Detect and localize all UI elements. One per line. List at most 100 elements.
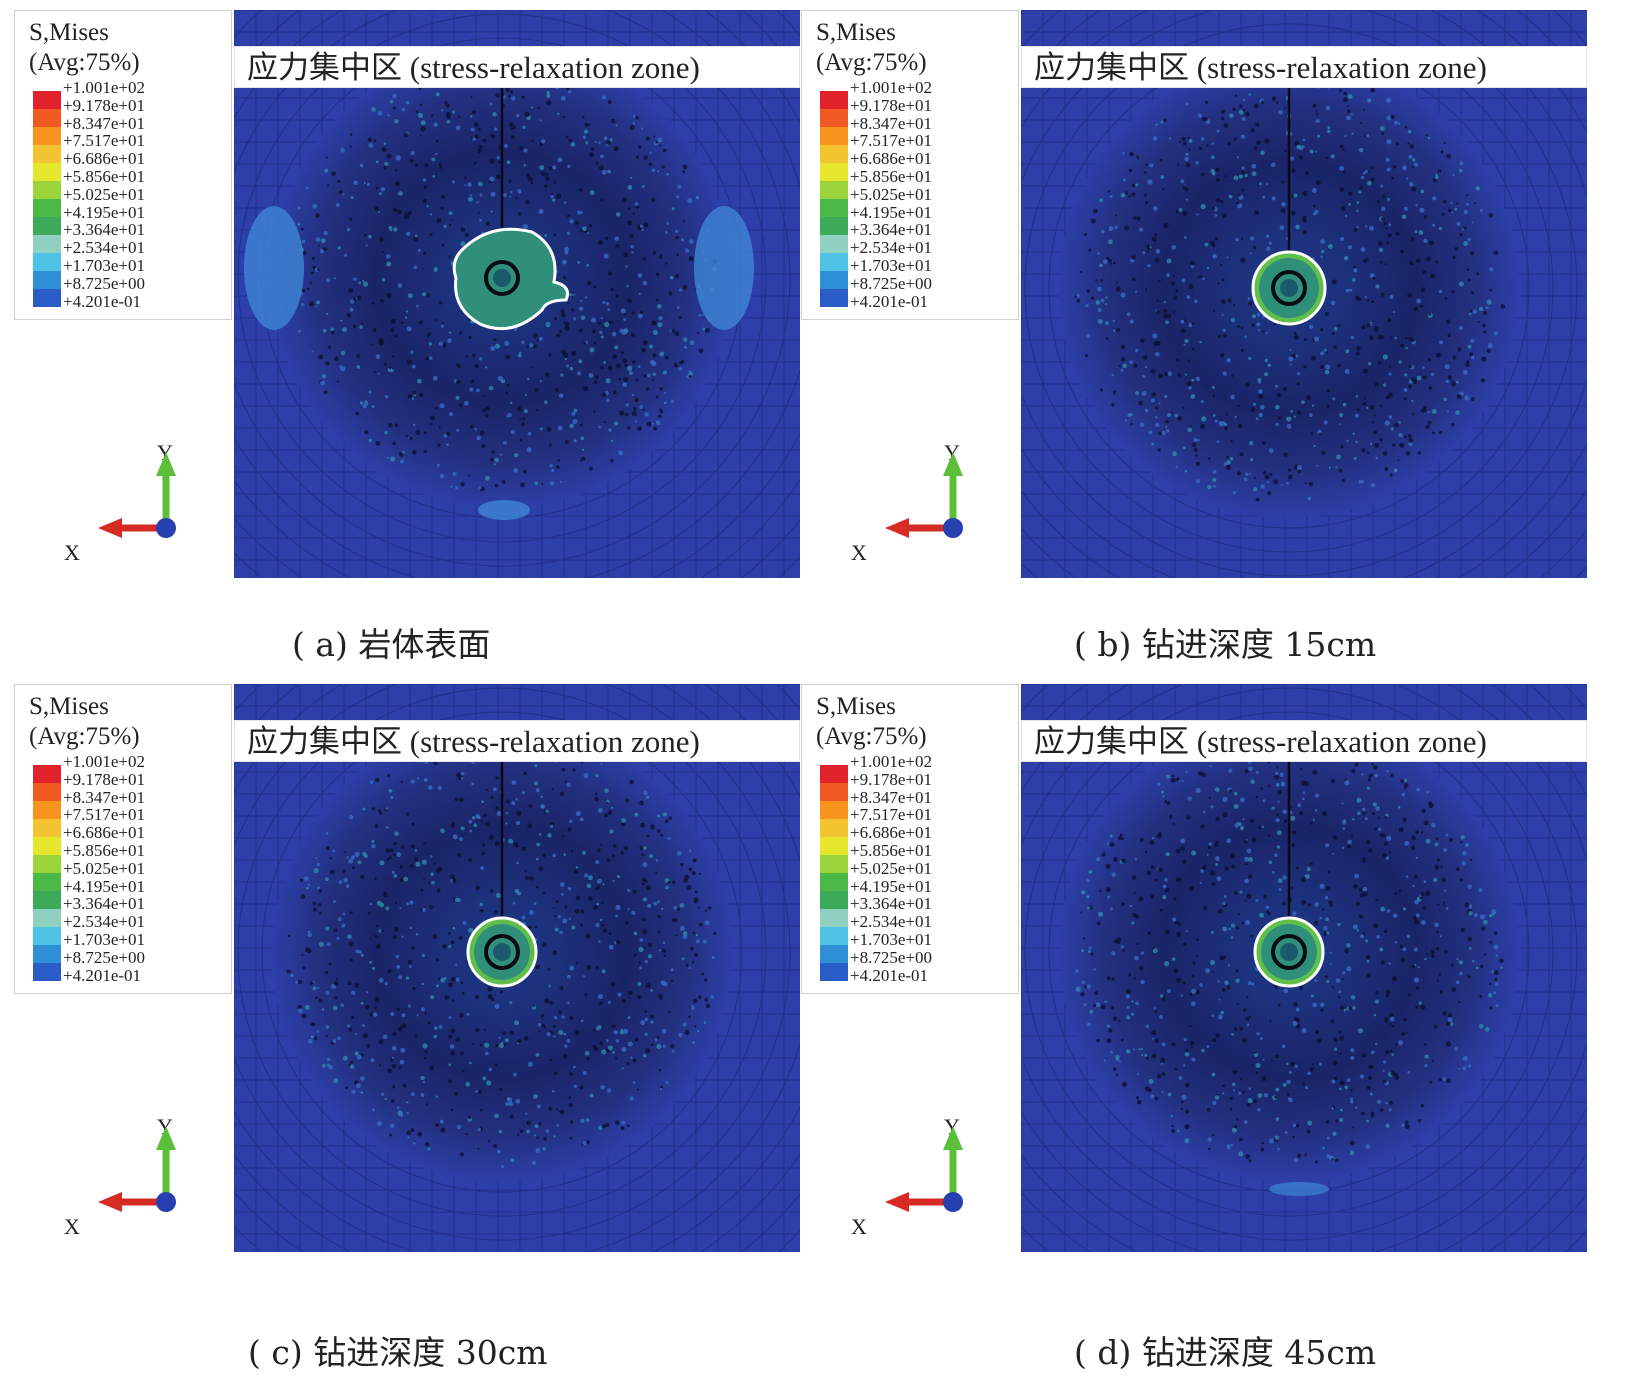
legend-color-bar (820, 91, 848, 307)
z-axis-dot (943, 1192, 963, 1212)
axis-y-label: Y (944, 1114, 960, 1139)
legend-tick-label: +3.364e+01 (850, 894, 932, 914)
triad-area (14, 320, 232, 578)
legend-tick-label: +1.703e+01 (850, 929, 932, 949)
triad-area (801, 994, 1019, 1252)
legend-title: S,Mises (29, 19, 109, 46)
borehole-center (493, 269, 511, 287)
legend-title: S,Mises (816, 693, 896, 720)
z-axis-dot (156, 518, 176, 538)
legend-swatch (820, 873, 848, 891)
axis-y-label: Y (944, 440, 960, 465)
legend-tick-label: +4.201e-01 (850, 291, 929, 311)
y-axis-arrow-head (156, 452, 176, 476)
mesh-speckle (291, 66, 718, 492)
axis-triad-icon (885, 1126, 963, 1212)
legend-tick-label: +8.347e+01 (850, 787, 932, 807)
legend-tick-label: +2.534e+01 (63, 238, 145, 258)
axis-x-label: X (851, 1214, 867, 1239)
panel-b: S,Mises (Avg:75%) +1.001e+02 +9.178e+01 +8… (801, 10, 1587, 578)
zone-label: 应力集中区 (stress-relaxation zone) (1021, 46, 1587, 88)
legend-tick-label: +5.856e+01 (850, 840, 932, 860)
legend-swatch (33, 765, 61, 783)
axis-triad-icon (885, 452, 963, 538)
legend-swatch (33, 801, 61, 819)
z-axis-dot (943, 518, 963, 538)
legend-swatch (33, 855, 61, 873)
legend-swatch (33, 181, 61, 199)
legend-swatch (820, 199, 848, 217)
legend-panel: S,Mises (Avg:75%) +1.001e+02 +9.178e+01 +8… (14, 10, 232, 320)
legend-tick-label: +1.703e+01 (63, 929, 145, 949)
legend-swatch (33, 199, 61, 217)
legend-swatch (33, 873, 61, 891)
legend-color-bar (820, 765, 848, 981)
legend-swatch (820, 801, 848, 819)
x-axis-arrow-head (885, 1192, 909, 1212)
legend-tick-label: +9.178e+01 (63, 769, 145, 789)
legend-swatch (33, 109, 61, 127)
legend-tick-label: +2.534e+01 (850, 912, 932, 932)
axis-y-label: Y (157, 440, 173, 465)
panel-c: S,Mises (Avg:75%) +1.001e+02 +9.178e+01 +8… (14, 684, 800, 1252)
legend-tick-label: +8.725e+00 (63, 947, 145, 967)
axis-x-label: X (851, 540, 867, 565)
legend-tick-label: +9.178e+01 (63, 95, 145, 115)
legend-tick-label: +1.001e+02 (850, 752, 932, 771)
y-axis-arrow-head (943, 452, 963, 476)
legend-tick-label: +8.347e+01 (63, 113, 145, 133)
panel-a: S,Mises (Avg:75%) +1.001e+02 +9.178e+01 +8… (14, 10, 800, 578)
legend-ticks: +1.001e+02 +9.178e+01 +8.347e+01 +7.517e+01… (850, 79, 932, 310)
x-axis-arrow-head (98, 1192, 122, 1212)
legend-swatch (33, 909, 61, 927)
borehole-icon (484, 260, 520, 296)
axis-triad-icon (98, 452, 176, 538)
side-stress-blob (694, 206, 754, 330)
legend-tick-label: +1.001e+02 (850, 78, 932, 97)
legend-panel: S,Mises (Avg:75%) +1.001e+02 +9.178e+01 +8… (801, 684, 1019, 994)
legend-tick-label: +4.195e+01 (63, 876, 145, 896)
legend-tick-label: +8.347e+01 (850, 113, 932, 133)
caption-c: ( c) 钻进深度 30cm (248, 1333, 548, 1372)
triad-area (801, 320, 1019, 578)
legend-tick-label: +7.517e+01 (63, 131, 145, 151)
borehole-icon (1271, 934, 1307, 970)
borehole-center (493, 943, 511, 961)
legend-tick-label: +4.195e+01 (850, 202, 932, 222)
x-axis-arrow-head (98, 518, 122, 538)
legend-swatch (820, 91, 848, 109)
legend-swatch (33, 289, 61, 307)
legend-subtitle: (Avg:75%) (29, 49, 140, 76)
legend-swatch (820, 235, 848, 253)
legend-tick-label: +8.725e+00 (850, 947, 932, 967)
axis-x-label: X (64, 540, 80, 565)
legend-swatch (33, 945, 61, 963)
legend-tick-label: +7.517e+01 (850, 131, 932, 151)
legend-tick-label: +6.686e+01 (850, 149, 932, 169)
legend-swatch (33, 271, 61, 289)
legend-swatch (33, 235, 61, 253)
borehole-icon (1271, 270, 1307, 306)
legend-tick-label: +4.195e+01 (850, 876, 932, 896)
legend-tick-label: +1.001e+02 (63, 78, 145, 97)
legend-swatch (33, 927, 61, 945)
legend-swatch (33, 891, 61, 909)
legend-swatch (820, 271, 848, 289)
legend-tick-label: +5.856e+01 (63, 840, 145, 860)
legend-swatch (33, 783, 61, 801)
legend-tick-label: +8.347e+01 (63, 787, 145, 807)
legend-tick-label: +4.201e-01 (63, 965, 142, 985)
legend-swatch (33, 963, 61, 981)
legend-tick-label: +1.703e+01 (63, 255, 145, 275)
legend-title: S,Mises (816, 19, 896, 46)
legend-title: S,Mises (29, 693, 109, 720)
panel-d: S,Mises (Avg:75%) +1.001e+02 +9.178e+01 +8… (801, 684, 1587, 1252)
legend-panel: S,Mises (Avg:75%) +1.001e+02 +9.178e+01 +8… (801, 10, 1019, 320)
legend-ticks: +1.001e+02 +9.178e+01 +8.347e+01 +7.517e+01… (63, 79, 145, 310)
legend-swatch (820, 783, 848, 801)
legend-ticks: +1.001e+02 +9.178e+01 +8.347e+01 +7.517e+01… (63, 753, 145, 984)
legend-swatch (33, 253, 61, 271)
zone-label: 应力集中区 (stress-relaxation zone) (234, 46, 800, 88)
legend-tick-label: +9.178e+01 (850, 769, 932, 789)
legend-tick-label: +5.856e+01 (63, 166, 145, 186)
